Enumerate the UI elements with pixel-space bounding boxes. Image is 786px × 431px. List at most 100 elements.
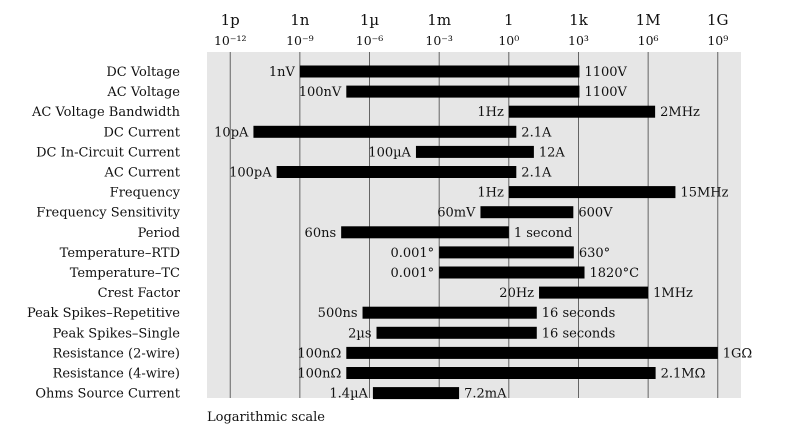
range-min-label: 60mV bbox=[437, 206, 476, 221]
plot-background bbox=[207, 52, 741, 398]
range-max-label: 1100V bbox=[584, 65, 627, 80]
tick-label-prefix: 1m bbox=[427, 11, 451, 29]
range-row: Peak Spikes–Single 2µs 16 seconds bbox=[53, 326, 616, 341]
range-bar bbox=[480, 206, 574, 219]
range-bar bbox=[539, 286, 649, 299]
row-label: DC Voltage bbox=[106, 65, 180, 80]
range-row: DC Voltage 1nV 1100V bbox=[106, 65, 627, 80]
row-label: Frequency Sensitivity bbox=[36, 206, 180, 221]
range-row: DC In-Circuit Current 100µA 12A bbox=[36, 145, 565, 160]
range-max-label: 1 second bbox=[514, 226, 573, 241]
range-row: Temperature–TC 0.001° 1820°C bbox=[70, 266, 639, 281]
range-bar bbox=[253, 125, 517, 138]
range-row: Resistance (4-wire) 100nΩ 2.1MΩ bbox=[53, 367, 706, 382]
row-label: Period bbox=[138, 226, 180, 241]
range-min-label: 1Hz bbox=[477, 186, 504, 201]
tick-label-power: 10⁻¹² bbox=[214, 33, 247, 48]
range-min-label: 0.001° bbox=[390, 266, 434, 281]
range-row: AC Current 100pA 2.1A bbox=[103, 166, 551, 181]
range-bar bbox=[372, 387, 460, 400]
row-label: DC Current bbox=[103, 125, 180, 140]
row-label: Resistance (4-wire) bbox=[53, 367, 180, 382]
range-min-label: 100pA bbox=[229, 166, 272, 181]
range-row: AC Voltage 100nV 1100V bbox=[106, 85, 627, 100]
range-bar bbox=[346, 346, 718, 359]
range-row: AC Voltage Bandwidth 1Hz 2MHz bbox=[31, 105, 700, 120]
range-bar bbox=[439, 246, 574, 259]
tick-label-prefix: 1p bbox=[221, 11, 240, 29]
range-max-label: 1100V bbox=[584, 85, 627, 100]
range-min-label: 0.001° bbox=[390, 246, 434, 261]
range-row: DC Current 10pA 2.1A bbox=[103, 125, 552, 140]
range-bar bbox=[508, 186, 676, 199]
range-row: Frequency 1Hz 15MHz bbox=[110, 186, 729, 201]
range-row: Ohms Source Current 1.4µA 7.2mA bbox=[35, 387, 507, 402]
range-row: Period 60ns 1 second bbox=[138, 226, 573, 241]
range-min-label: 100µA bbox=[368, 145, 411, 160]
row-label: Resistance (2-wire) bbox=[53, 346, 180, 361]
tick-label-power: 10⁹ bbox=[707, 33, 728, 48]
tick-label-prefix: 1n bbox=[290, 11, 310, 29]
row-label: AC Current bbox=[103, 166, 180, 181]
axis-tick-labels: 1p 10⁻¹² 1n 10⁻⁹ 1µ 10⁻⁶ 1m 10⁻³ 1 10⁰ 1k 10³ 1M 10⁶ 1… bbox=[214, 11, 729, 48]
range-row: Peak Spikes–Repetitive 500ns 16 seconds bbox=[27, 306, 615, 321]
range-max-label: 16 seconds bbox=[542, 306, 616, 321]
range-bar bbox=[276, 166, 517, 178]
range-bar bbox=[341, 226, 509, 239]
range-max-label: 1GΩ bbox=[723, 346, 752, 361]
tick-label-prefix: 1M bbox=[636, 11, 661, 29]
row-label: Frequency bbox=[110, 186, 181, 201]
axis-caption: Logarithmic scale bbox=[207, 410, 325, 425]
range-max-label: 1MHz bbox=[653, 286, 693, 301]
range-max-label: 2.1A bbox=[521, 166, 552, 181]
range-max-label: 16 seconds bbox=[542, 326, 616, 341]
range-min-label: 2µs bbox=[348, 326, 371, 341]
tick-label-power: 10⁰ bbox=[498, 33, 519, 48]
row-label: AC Voltage bbox=[106, 85, 180, 100]
tick-label-power: 10³ bbox=[568, 33, 589, 48]
range-min-label: 500ns bbox=[318, 306, 358, 321]
range-max-label: 2.1MΩ bbox=[661, 367, 706, 382]
row-label: Temperature–RTD bbox=[60, 246, 180, 261]
range-max-label: 7.2mA bbox=[464, 387, 507, 402]
row-label: AC Voltage Bandwidth bbox=[31, 105, 181, 120]
range-min-label: 60ns bbox=[305, 226, 337, 241]
range-min-label: 10pA bbox=[214, 125, 249, 140]
range-min-label: 100nΩ bbox=[297, 367, 341, 382]
range-min-label: 1Hz bbox=[477, 105, 504, 120]
range-row: Crest Factor 20Hz 1MHz bbox=[98, 286, 693, 301]
range-min-label: 1nV bbox=[269, 65, 296, 80]
tick-label-prefix: 1µ bbox=[360, 11, 380, 29]
range-max-label: 630° bbox=[579, 246, 610, 261]
range-bar bbox=[508, 105, 656, 118]
range-min-label: 20Hz bbox=[499, 286, 534, 301]
range-min-label: 1.4µA bbox=[329, 387, 368, 402]
tick-label-prefix: 1k bbox=[569, 11, 589, 29]
range-row: Temperature–RTD 0.001° 630° bbox=[60, 246, 610, 261]
range-min-label: 100nΩ bbox=[297, 346, 341, 361]
range-bar bbox=[439, 266, 585, 279]
range-bar bbox=[362, 306, 537, 319]
range-max-label: 15MHz bbox=[680, 186, 728, 201]
range-max-label: 2.1A bbox=[521, 125, 552, 140]
tick-label-power: 10⁻⁶ bbox=[356, 33, 384, 48]
row-label: Ohms Source Current bbox=[35, 387, 180, 402]
tick-label-prefix: 1G bbox=[707, 11, 729, 29]
tick-label-power: 10⁶ bbox=[638, 33, 659, 48]
range-max-label: 12A bbox=[539, 145, 566, 160]
range-max-label: 2MHz bbox=[660, 105, 700, 120]
row-label: Crest Factor bbox=[98, 286, 181, 301]
tick-label-prefix: 1 bbox=[504, 11, 514, 29]
range-max-label: 600V bbox=[578, 206, 613, 221]
range-row: Frequency Sensitivity 60mV 600V bbox=[36, 206, 613, 221]
tick-label-power: 10⁻⁹ bbox=[286, 33, 314, 48]
range-bar bbox=[299, 65, 580, 78]
tick-label-power: 10⁻³ bbox=[425, 33, 453, 48]
row-label: Peak Spikes–Repetitive bbox=[27, 306, 180, 321]
row-label: Temperature–TC bbox=[70, 266, 180, 281]
row-label: DC In-Circuit Current bbox=[36, 145, 181, 160]
range-row: Resistance (2-wire) 100nΩ 1GΩ bbox=[53, 346, 753, 361]
range-bar bbox=[376, 326, 537, 339]
range-bar bbox=[346, 367, 656, 379]
